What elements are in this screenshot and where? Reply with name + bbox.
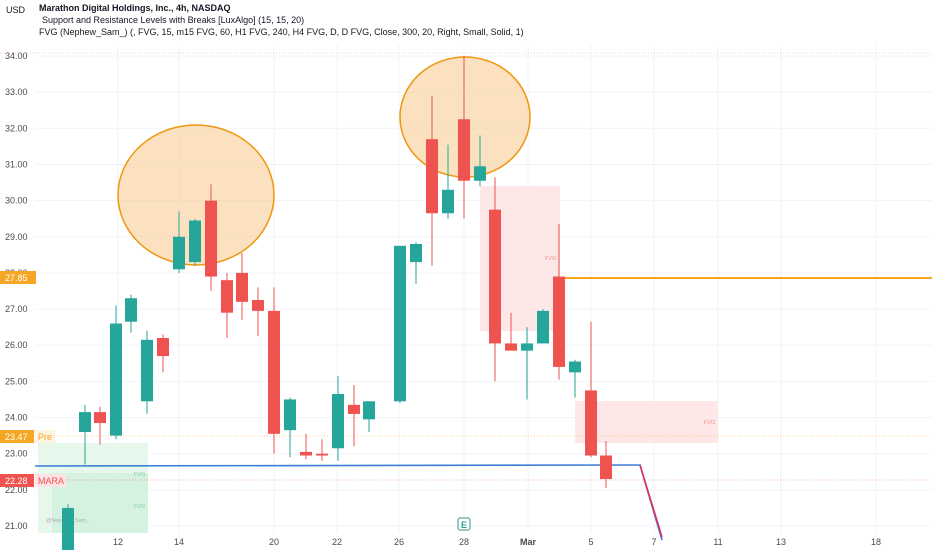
candle-down[interactable] [553, 276, 565, 367]
candle-down[interactable] [221, 280, 233, 313]
earnings-letter: E [461, 520, 467, 530]
candle-down[interactable] [300, 451, 312, 456]
candle-up[interactable] [332, 394, 344, 449]
pre-tag: Pre [38, 432, 52, 442]
candle-down[interactable] [600, 455, 612, 480]
x-tick-label: 14 [174, 537, 184, 547]
candle-down[interactable] [489, 209, 501, 344]
fvg-label-3: FVG [545, 256, 556, 262]
y-tick-label: 32.00 [5, 123, 28, 133]
fvg-label-4: FVG [704, 420, 715, 426]
resistance-price-tag: 27.85 [0, 271, 36, 284]
candle-up[interactable] [189, 220, 201, 263]
y-tick-label: 24.00 [5, 413, 28, 423]
x-tick-label: 18 [871, 537, 881, 547]
pre-price-tag: 23.47 Pre [0, 430, 55, 443]
candle-up[interactable] [537, 310, 549, 344]
y-tick-label: 31.00 [5, 159, 28, 169]
candle-down[interactable] [252, 300, 264, 311]
candle-up[interactable] [394, 245, 406, 402]
candle-down[interactable] [157, 338, 169, 357]
x-tick-label: 26 [394, 537, 404, 547]
last-price: 22.28 [5, 476, 28, 486]
last-price-tag: 22.28 MARA [0, 474, 66, 487]
candle-up[interactable] [410, 244, 422, 263]
fvg-label-1: FVG [134, 472, 145, 478]
candle-up[interactable] [363, 401, 375, 420]
candle-up[interactable] [569, 361, 581, 373]
candle-up[interactable] [173, 236, 185, 270]
y-tick-label: 29.00 [5, 232, 28, 242]
y-tick-label: 33.00 [5, 87, 28, 97]
y-tick-label: 23.00 [5, 449, 28, 459]
candle-down[interactable] [316, 453, 328, 456]
x-tick-label: 11 [713, 537, 722, 547]
fvg-zone-bearish-2 [575, 401, 718, 443]
candle-up[interactable] [79, 412, 91, 432]
y-tick-label: 34.00 [5, 51, 28, 61]
chart-title[interactable]: Marathon Digital Holdings, Inc., 4h, NAS… [39, 3, 231, 13]
y-tick-label: 21.00 [5, 521, 28, 531]
x-tick-label: Mar [520, 537, 537, 547]
fvg-label-2: FVG [134, 504, 145, 510]
candle-down[interactable] [458, 119, 470, 181]
x-tick-label: 7 [651, 537, 656, 547]
support-break-line[interactable] [639, 464, 663, 538]
candle-up[interactable] [474, 166, 486, 181]
y-tick-label: 27.00 [5, 304, 28, 314]
highlight-circle-left [117, 124, 275, 266]
candle-up[interactable] [284, 399, 296, 431]
candle-up[interactable] [141, 339, 153, 402]
y-tick-label: 26.00 [5, 340, 28, 350]
earnings-marker[interactable]: E [457, 517, 471, 531]
candle-up[interactable] [110, 323, 122, 436]
candle-down[interactable] [505, 343, 517, 351]
time-axis: 12 14 20 22 26 28 Mar 5 7 11 13 18 [113, 537, 881, 547]
x-tick-label: 5 [588, 537, 593, 547]
symbol-tag: MARA [38, 476, 64, 486]
candle-down[interactable] [426, 139, 438, 214]
candle-down[interactable] [94, 412, 106, 423]
resistance-price: 27.85 [5, 273, 28, 283]
x-tick-label: 22 [332, 537, 342, 547]
candle-down[interactable] [205, 200, 217, 277]
x-tick-label: 20 [269, 537, 279, 547]
currency-label: USD [6, 5, 26, 15]
candle-up[interactable] [442, 189, 454, 214]
indicator-fvg[interactable]: FVG (Nephew_Sam_) (, FVG, 15, m15 FVG, 6… [39, 27, 524, 37]
pre-price: 23.47 [5, 432, 28, 442]
candle-up[interactable] [62, 507, 74, 550]
candle-up[interactable] [521, 343, 533, 351]
candle-down[interactable] [585, 390, 597, 456]
candle-down[interactable] [348, 404, 360, 414]
x-tick-label: 13 [776, 537, 786, 547]
x-tick-label: 28 [459, 537, 469, 547]
y-tick-label: 30.00 [5, 196, 28, 206]
y-tick-label: 25.00 [5, 376, 28, 386]
indicator-support-resistance[interactable]: Support and Resistance Levels with Break… [42, 15, 305, 25]
candlestick-series [62, 56, 612, 550]
candle-down[interactable] [236, 272, 248, 302]
y-tick-label: 22.00 [5, 485, 28, 495]
candle-down[interactable] [268, 310, 280, 434]
candle-up[interactable] [125, 298, 137, 322]
x-tick-label: 12 [113, 537, 123, 547]
price-axis: 21.0022.0023.0024.0025.0026.0027.0028.00… [5, 51, 28, 531]
